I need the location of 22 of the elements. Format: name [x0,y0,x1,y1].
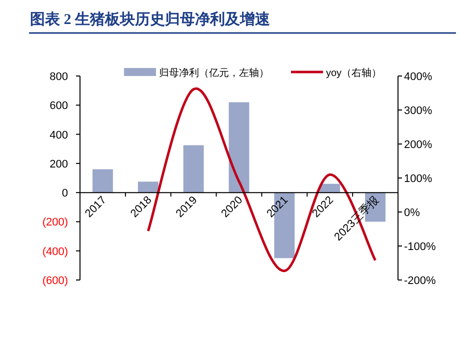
y-tick-label: 0 [62,188,68,200]
legend-label: 归母净利（亿元，左轴） [159,67,269,79]
y2-tick-label: 0% [404,207,420,219]
bar [228,102,250,193]
y2-tick-label: 100% [404,173,432,185]
y-tick-label: 600 [50,100,68,112]
y2-tick-label: -100% [404,241,436,253]
bar [183,145,204,193]
y-tick-label: (200) [42,216,68,229]
y2-tick-label: 200% [404,139,432,151]
y-tick-label: 200 [50,158,68,170]
bar [92,169,113,193]
y2-tick-label: 400% [404,71,432,83]
y-tick-label: (400) [42,246,68,258]
y-tick-label: 400 [50,129,68,142]
y-tick-label: 800 [50,71,68,83]
y2-tick-label: 300% [404,105,432,117]
chart-title: 图表 2 生猪板块历史归母净利及增速 [30,11,271,28]
y2-tick-label: -200% [404,275,436,287]
y-tick-label: (600) [42,275,68,287]
legend-label: yoy（右轴） [326,67,382,79]
bar [138,182,158,193]
